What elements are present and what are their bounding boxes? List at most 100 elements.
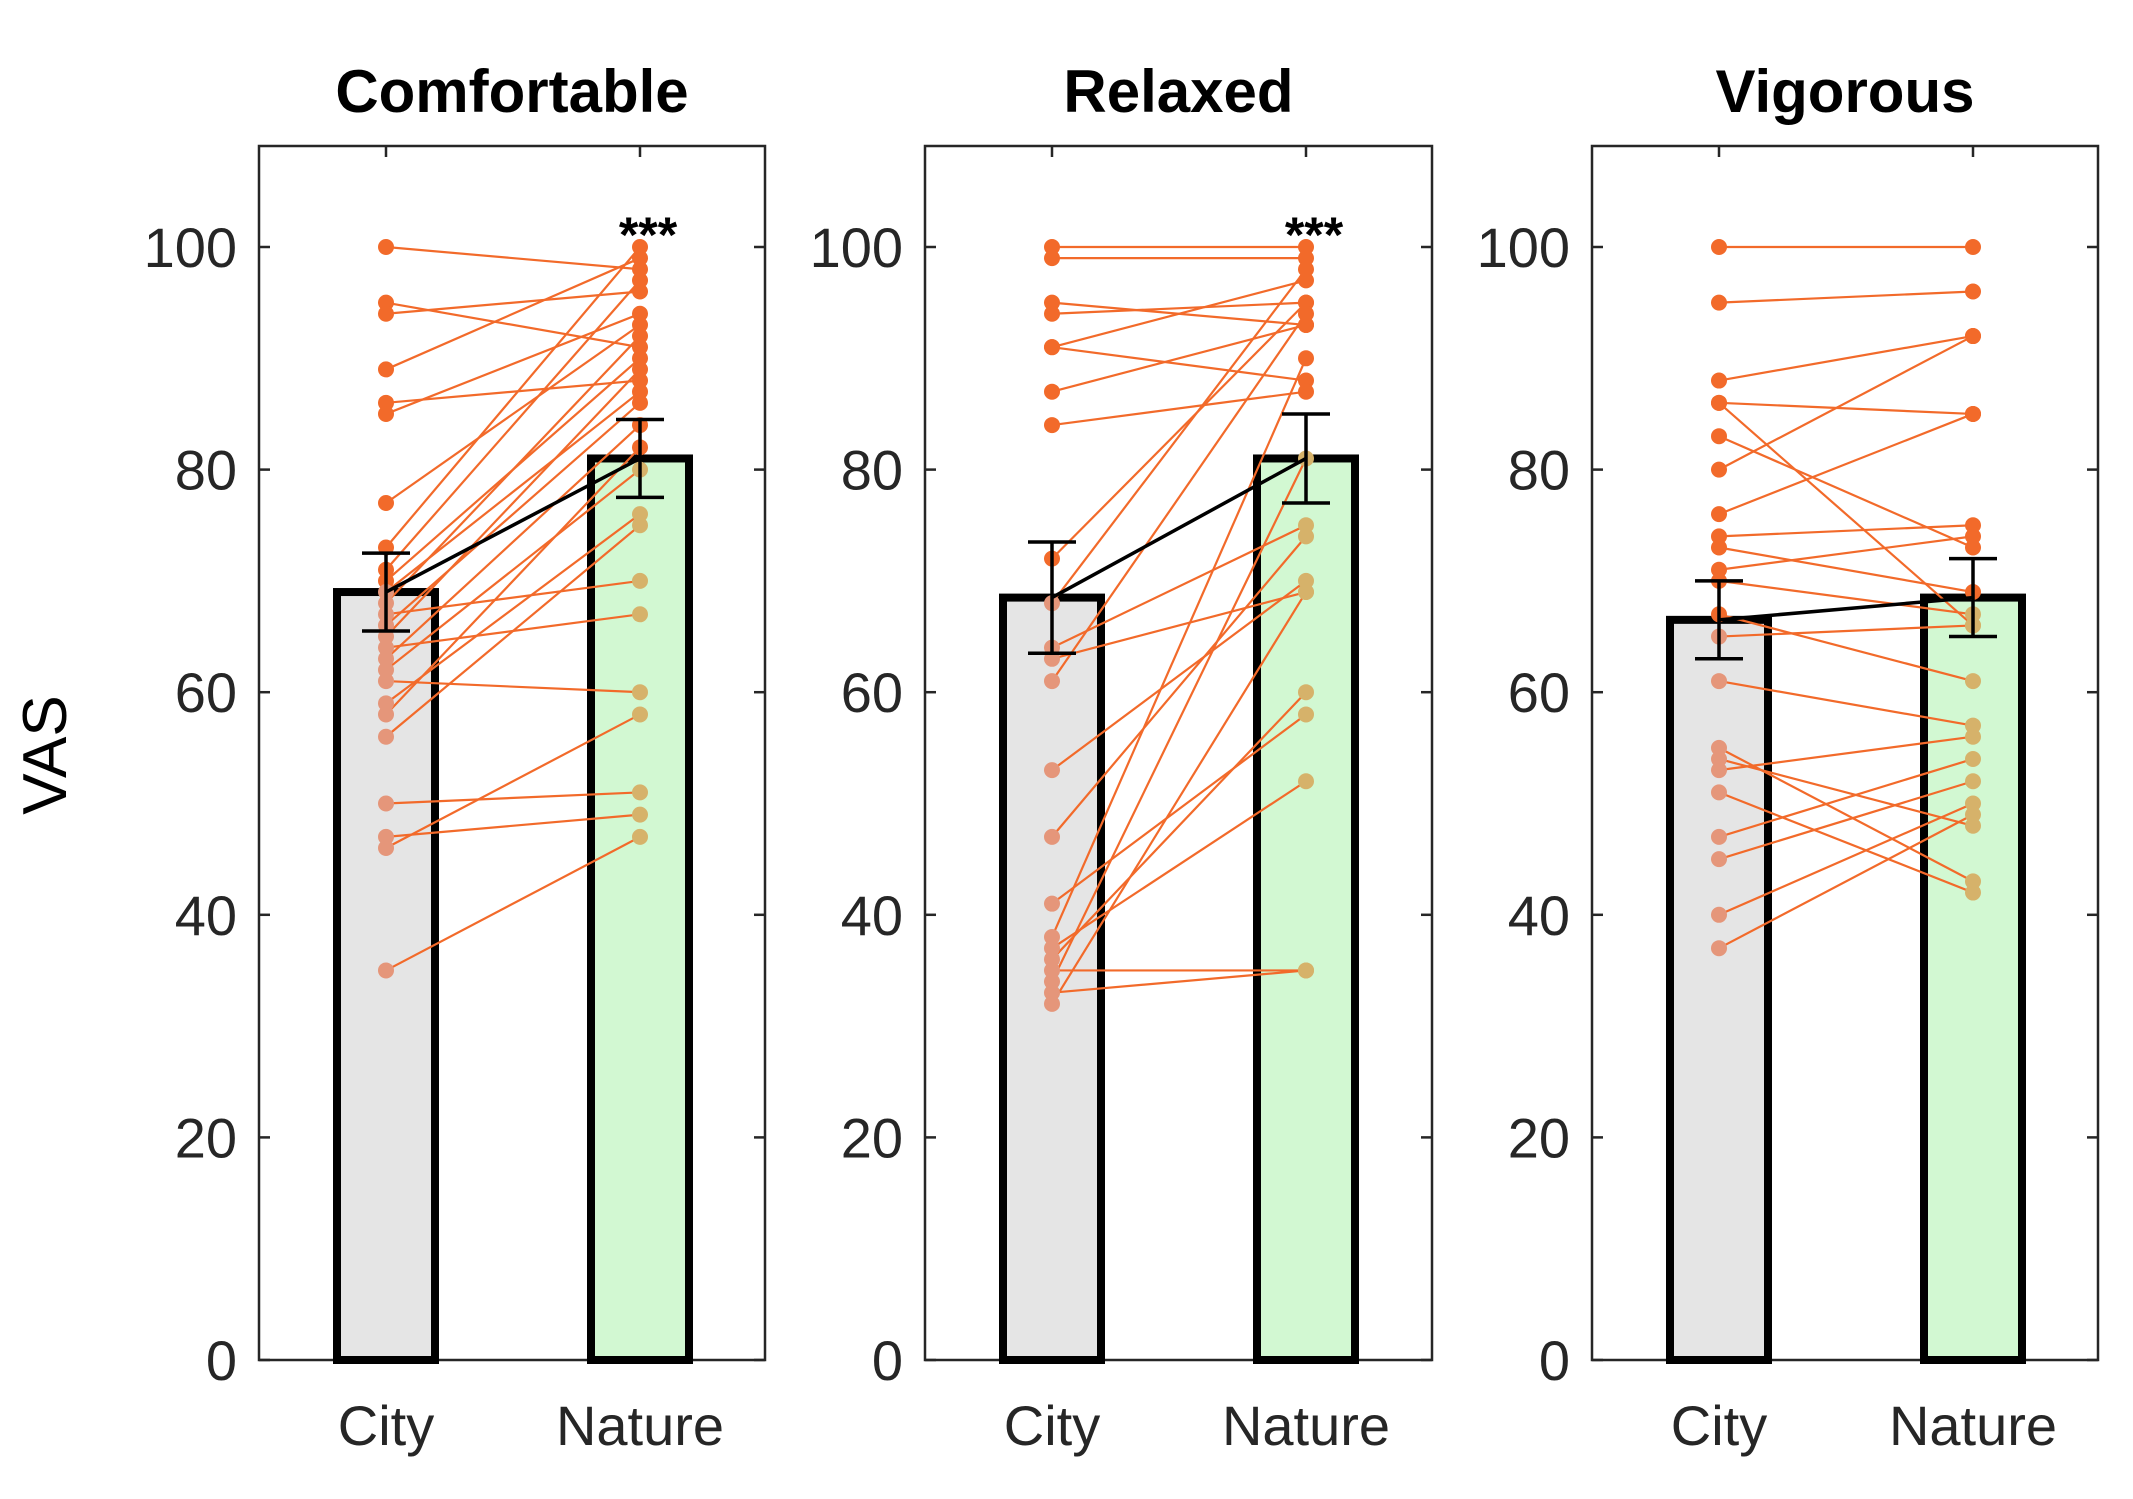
nature-point xyxy=(1965,283,1981,300)
city-point xyxy=(378,962,394,979)
y-tick-label: 20 xyxy=(1508,1106,1570,1169)
subject-line xyxy=(1718,290,1974,304)
nature-point xyxy=(632,239,648,255)
nature-point xyxy=(1965,517,1981,534)
bar-city xyxy=(1666,615,1772,1364)
y-tick-label: 80 xyxy=(1508,439,1570,502)
nature-point xyxy=(1298,305,1314,322)
y-tick-label: 0 xyxy=(1539,1329,1570,1392)
nature-point xyxy=(1298,517,1314,534)
nature-point xyxy=(1965,717,1981,734)
city-point xyxy=(378,405,394,422)
nature-point xyxy=(632,316,648,333)
nature-point xyxy=(1965,405,1981,422)
city-point xyxy=(1711,394,1727,411)
subject-line xyxy=(1051,969,1307,994)
nature-point xyxy=(1965,728,1981,745)
axes-box xyxy=(923,144,1434,1362)
x-tick-label-nature: Nature xyxy=(1889,1394,2057,1457)
panel-comfortable: 0 20 40 60 80 100 City Nature Comfortable *** xyxy=(144,58,767,1457)
nature-point xyxy=(1965,539,1981,556)
city-point xyxy=(378,661,394,678)
nature-point xyxy=(1965,806,1981,823)
city-point xyxy=(378,361,394,378)
subject-line xyxy=(1051,313,1307,682)
y-tick-label: 20 xyxy=(175,1106,237,1169)
subject-line xyxy=(385,335,641,604)
city-point xyxy=(1044,417,1060,434)
panel-vigorous: 0 20 40 60 80 100 City Nature Vigorous xyxy=(1477,58,2100,1457)
city-point xyxy=(1044,984,1060,1001)
city-point xyxy=(1711,762,1727,779)
nature-point xyxy=(632,250,648,267)
subject-line xyxy=(1051,691,1307,961)
city-point xyxy=(378,394,394,411)
subject-line xyxy=(1051,591,1307,1005)
nature-point xyxy=(1298,316,1314,333)
subject-line xyxy=(1718,735,1974,772)
city-point xyxy=(1044,973,1060,990)
subject-line xyxy=(1718,412,1974,516)
nature-point xyxy=(632,350,648,367)
nature-point xyxy=(632,606,648,623)
nature-point xyxy=(1298,962,1314,979)
city-point xyxy=(1044,305,1060,322)
subject-line xyxy=(1718,613,1974,683)
x-tick-label-nature: Nature xyxy=(1222,1394,1390,1457)
subject-line xyxy=(385,401,641,627)
city-point xyxy=(378,650,394,667)
nature-point xyxy=(632,394,648,411)
subject-line xyxy=(385,312,641,415)
nature-point xyxy=(1298,383,1314,400)
significance-marker: *** xyxy=(1285,207,1344,263)
subject-line xyxy=(1718,813,1974,950)
subject-line xyxy=(385,379,641,404)
y-tick-label: 40 xyxy=(1508,884,1570,947)
subject-line xyxy=(1718,334,1974,382)
subject-line xyxy=(385,245,641,271)
panel-title: Relaxed xyxy=(1063,58,1293,125)
city-point xyxy=(1044,929,1060,946)
subject-line xyxy=(385,813,641,838)
city-point xyxy=(1044,895,1060,912)
nature-point xyxy=(632,261,648,278)
nature-point xyxy=(1965,528,1981,545)
x-tick-label-city: City xyxy=(1004,1394,1100,1457)
y-tick-label: 60 xyxy=(175,661,237,724)
nature-point xyxy=(1965,884,1981,901)
nature-point xyxy=(1965,795,1981,812)
city-point xyxy=(378,239,394,255)
bar-nature xyxy=(1253,454,1359,1365)
nature-point xyxy=(632,383,648,400)
nature-point xyxy=(1298,294,1314,311)
nature-point xyxy=(1298,261,1314,278)
city-point xyxy=(378,639,394,656)
city-point xyxy=(378,840,394,857)
city-point xyxy=(1044,995,1060,1012)
city-point xyxy=(378,795,394,812)
panel-title: Comfortable xyxy=(335,58,688,125)
nature-point xyxy=(1298,350,1314,367)
city-point xyxy=(378,294,394,311)
y-tick-label: 60 xyxy=(841,661,903,724)
subject-line xyxy=(385,257,641,371)
city-point xyxy=(378,828,394,845)
bar-nature xyxy=(587,454,693,1365)
subject-line xyxy=(1051,279,1307,349)
nature-point xyxy=(1965,773,1981,790)
nature-point xyxy=(1965,873,1981,890)
city-point xyxy=(1711,461,1727,478)
nature-point xyxy=(1965,328,1981,345)
bar-nature xyxy=(1920,593,2026,1364)
nature-point xyxy=(1298,706,1314,723)
city-point xyxy=(1711,506,1727,523)
nature-point xyxy=(1298,239,1314,255)
subject-line xyxy=(1718,624,1974,638)
city-point xyxy=(1044,383,1060,400)
city-point xyxy=(1711,239,1727,255)
x-tick-label-city: City xyxy=(1671,1394,1767,1457)
subject-line xyxy=(385,513,641,705)
city-point xyxy=(1711,828,1727,845)
subject-line xyxy=(385,468,641,671)
